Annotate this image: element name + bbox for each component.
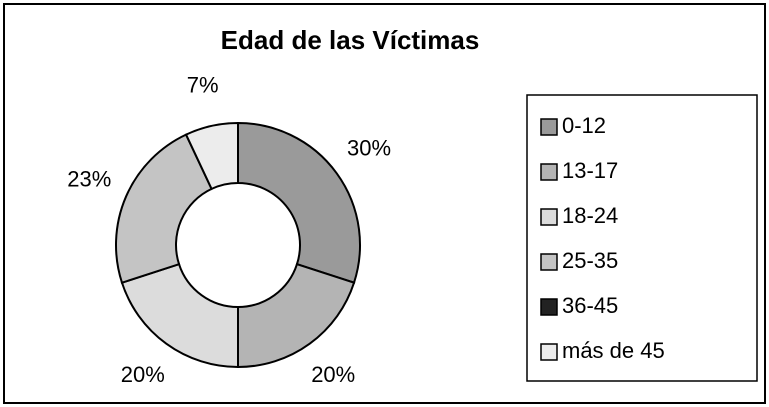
chart-title: Edad de las Víctimas <box>221 25 480 55</box>
legend-swatch <box>540 118 558 136</box>
donut-slice <box>237 121 361 284</box>
legend-box <box>526 94 758 382</box>
data-label: 7% <box>187 73 219 98</box>
legend-label: 13-17 <box>562 158 618 183</box>
legend-label: 0-12 <box>562 113 606 138</box>
legend-swatch <box>540 253 558 271</box>
legend-swatch <box>540 208 558 226</box>
legend-label: más de 45 <box>562 338 665 363</box>
data-label: 20% <box>311 362 355 387</box>
donut-slice <box>184 121 239 191</box>
legend-swatch <box>540 298 558 316</box>
legend-swatch <box>540 343 558 361</box>
legend-swatch <box>540 163 558 181</box>
data-label: 23% <box>67 166 111 191</box>
donut-slice <box>120 262 239 369</box>
legend-label: 25-35 <box>562 248 618 273</box>
data-label: 20% <box>121 362 165 387</box>
donut-slice <box>237 262 356 369</box>
legend-label: 36-45 <box>562 293 618 318</box>
legend-label: 18-24 <box>562 203 618 228</box>
data-label: 30% <box>347 136 391 161</box>
donut-slice <box>115 133 213 284</box>
